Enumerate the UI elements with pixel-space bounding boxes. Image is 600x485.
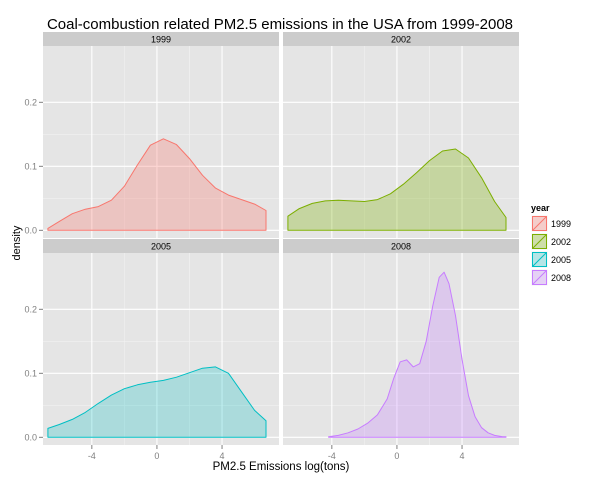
y-tick-label: 0.0: [24, 225, 37, 235]
y-tick-label: 0.2: [24, 97, 37, 107]
facet-strip: [43, 32, 279, 46]
x-tick-label: 4: [220, 451, 225, 461]
plot-background: [283, 46, 519, 238]
density-area-2002: [287, 148, 507, 231]
facet-strip: [283, 32, 519, 46]
legend-label: 2005: [551, 255, 571, 265]
density-area-2008: [328, 271, 507, 438]
facet-panels: 1999 0.0 0.1 0.2 2002 2005 0.0 0.1 0.2 -4 0 4 2008 -4…: [24, 32, 519, 461]
facet-panel: 2002: [283, 32, 519, 238]
facet-panel: 2008 -4 0 4: [283, 239, 519, 461]
y-axis-title: density: [11, 225, 23, 260]
legend-key-line: [532, 270, 547, 285]
x-tick-label: 0: [394, 451, 399, 461]
y-tick-label: 0.1: [24, 161, 37, 171]
x-tick-label: 4: [460, 451, 465, 461]
facet-strip-label: 1999: [151, 35, 171, 45]
facet-strip: [283, 239, 519, 253]
facet-strip-label: 2008: [391, 242, 411, 252]
legend-item: 2005: [530, 250, 571, 269]
y-tick-label: 0.1: [24, 368, 37, 378]
chart-title: Coal-combustion related PM2.5 emissions …: [47, 16, 513, 33]
x-tick-label: -4: [88, 451, 96, 461]
legend-key-line: [532, 216, 547, 231]
facet-strip-label: 2005: [151, 242, 171, 252]
legend-key-line: [532, 234, 547, 249]
y-tick-label: 0.2: [24, 304, 37, 314]
plot-background: [283, 253, 519, 445]
facet-panel: 2005 0.0 0.1 0.2 -4 0 4: [24, 239, 279, 461]
legend-label: 2008: [551, 273, 571, 283]
facet-strip-label: 2002: [391, 35, 411, 45]
legend-title: year: [531, 203, 550, 213]
facet-panel: 1999 0.0 0.1 0.2: [24, 32, 279, 238]
x-tick-label: -4: [328, 451, 336, 461]
facet-strip: [43, 239, 279, 253]
plot-background: [43, 46, 279, 238]
legend-label: 2002: [551, 237, 571, 247]
legend-item: 1999: [530, 214, 571, 233]
density-area-1999: [47, 138, 267, 231]
plot-background: [43, 253, 279, 445]
legend-label: 1999: [551, 219, 571, 229]
x-tick-label: 0: [154, 451, 159, 461]
y-tick-label: 0.0: [24, 432, 37, 442]
legend-key-line: [532, 252, 547, 267]
legend-item: 2008: [530, 268, 571, 287]
legend-item: 2002: [530, 232, 571, 251]
density-area-2005: [47, 366, 267, 438]
x-axis-title: PM2.5 Emissions log(tons): [213, 461, 350, 473]
